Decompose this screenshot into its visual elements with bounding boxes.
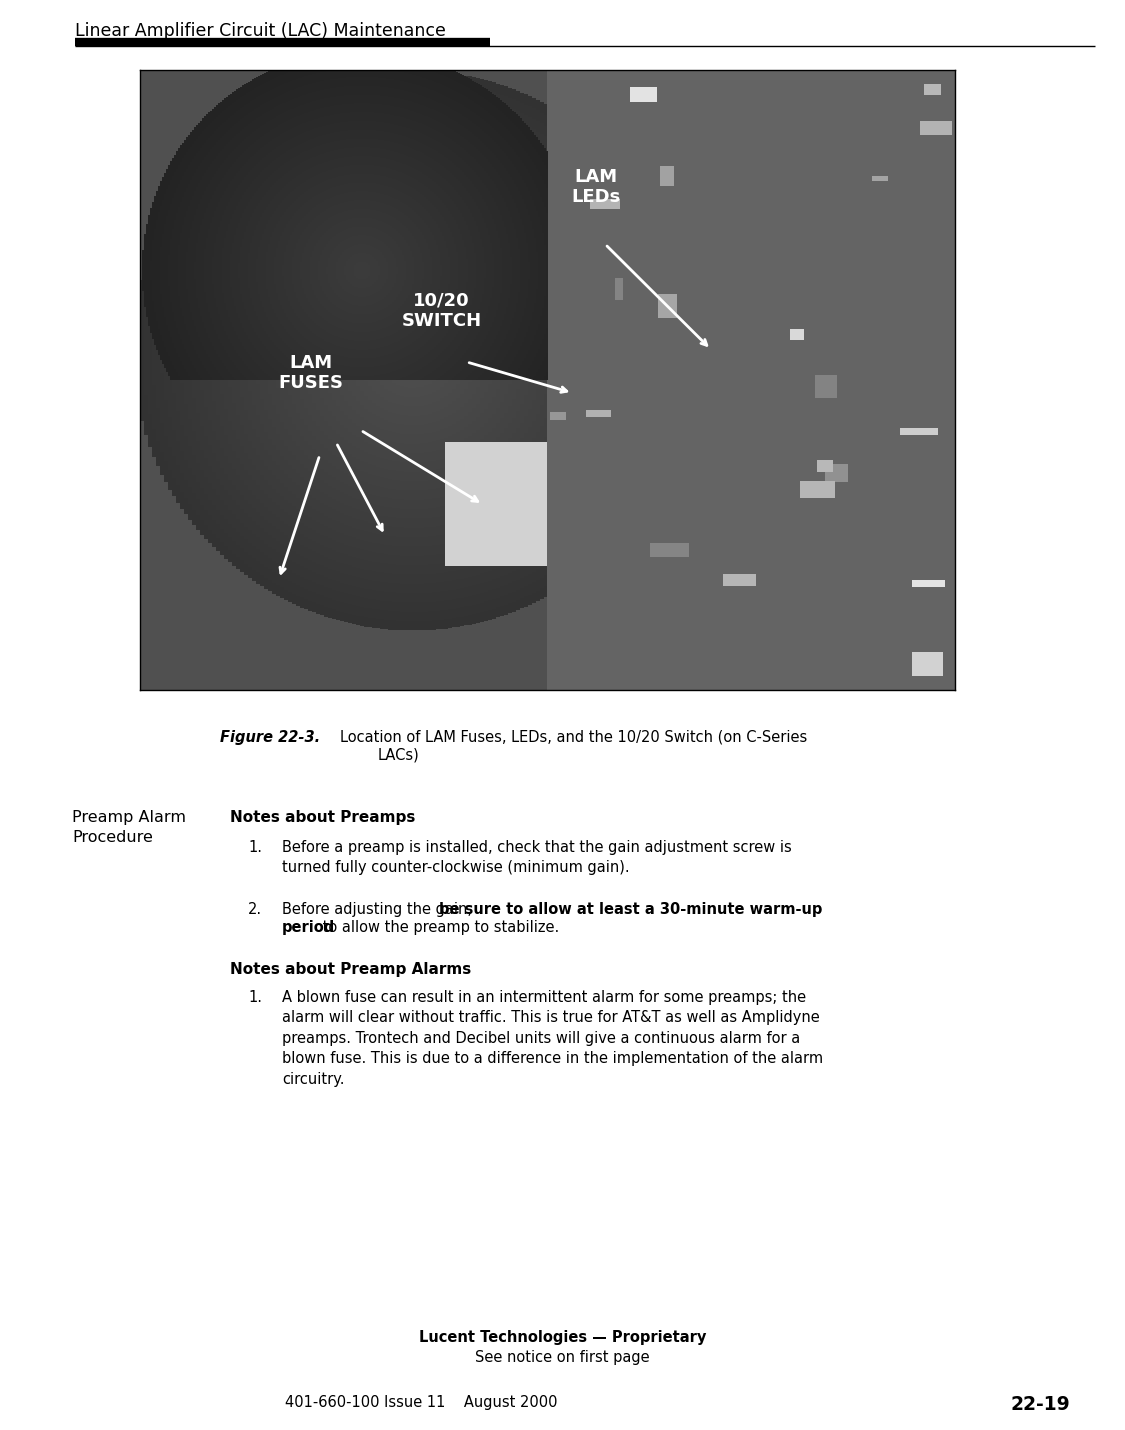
Text: Notes about Preamps: Notes about Preamps [229,809,415,825]
Text: 401-660-100 Issue 11    August 2000: 401-660-100 Issue 11 August 2000 [285,1396,558,1410]
Text: Location of LAM Fuses, LEDs, and the 10/20 Switch (on C-Series: Location of LAM Fuses, LEDs, and the 10/… [340,729,808,745]
Text: LACs): LACs) [378,748,420,764]
Text: 1.: 1. [248,990,262,1005]
Text: Before a preamp is installed, check that the gain adjustment screw is
turned ful: Before a preamp is installed, check that… [282,839,792,875]
Text: Notes about Preamp Alarms: Notes about Preamp Alarms [229,962,471,977]
Text: 22-19: 22-19 [1010,1396,1070,1414]
Text: Figure 22-3.: Figure 22-3. [220,729,321,745]
Text: 2.: 2. [248,902,262,917]
Text: Lucent Technologies — Proprietary: Lucent Technologies — Proprietary [418,1330,706,1346]
Text: 10/20
SWITCH: 10/20 SWITCH [402,292,482,330]
Text: LAM
LEDs: LAM LEDs [572,167,621,206]
Text: to allow the preamp to stabilize.: to allow the preamp to stabilize. [318,919,559,935]
Text: Before adjusting the gain,: Before adjusting the gain, [282,902,477,917]
Text: be sure to allow at least a 30-minute warm-up: be sure to allow at least a 30-minute wa… [439,902,822,917]
Text: Linear Amplifier Circuit (LAC) Maintenance: Linear Amplifier Circuit (LAC) Maintenan… [75,21,446,40]
Text: LAM
FUSES: LAM FUSES [279,353,343,392]
Text: See notice on first page: See notice on first page [475,1350,650,1366]
Text: 1.: 1. [248,839,262,855]
Text: A blown fuse can result in an intermittent alarm for some preamps; the
alarm wil: A blown fuse can result in an intermitte… [282,990,824,1087]
Text: period: period [282,919,335,935]
Text: Preamp Alarm
Procedure: Preamp Alarm Procedure [72,809,186,845]
